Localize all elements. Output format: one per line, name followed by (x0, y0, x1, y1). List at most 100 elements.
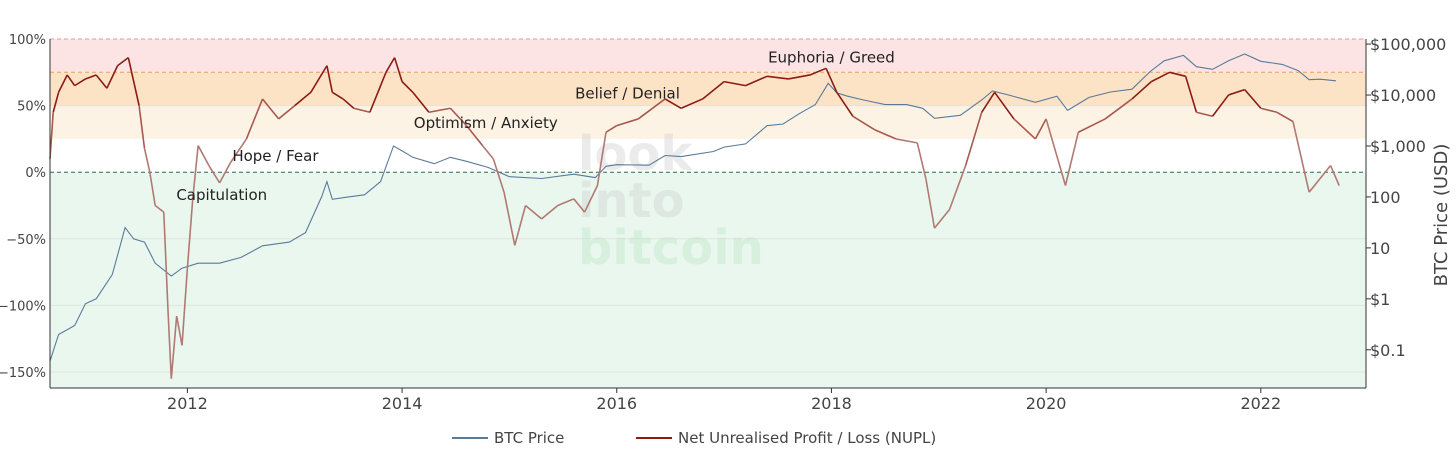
series-1-segment-75 (993, 91, 1015, 120)
series-1-segment-93 (1308, 178, 1321, 193)
series-1-segment-30 (310, 65, 328, 93)
series-1-segment-34 (353, 107, 371, 114)
series-1-segment-67 (874, 128, 897, 140)
series-1-segment-6 (85, 74, 97, 80)
series-1-segment-95 (1329, 165, 1340, 186)
series-1-segment-33 (342, 98, 355, 109)
series-1-segment-89 (1244, 89, 1262, 109)
series-1-segment-18 (175, 315, 183, 346)
series-lines (49, 53, 1340, 379)
series-1-segment-40 (428, 107, 451, 114)
zone-band-3 (50, 138, 1366, 173)
right-tick-0: $100,000 (1370, 35, 1446, 54)
series-1-segment-68 (895, 138, 918, 144)
legend[interactable]: BTC Price Net Unrealised Profit / Loss (N… (452, 429, 936, 447)
x-tick-3: 2018 (811, 394, 852, 413)
left-tick-2: 0% (25, 166, 46, 181)
series-1-segment-71 (933, 209, 951, 229)
series-1-segment-42 (465, 125, 484, 147)
series-1-segment-60 (745, 75, 768, 87)
series-1-segment-28 (278, 104, 296, 120)
series-0 (49, 53, 1336, 362)
series-1-segment-69 (916, 142, 927, 180)
series-1 (49, 57, 1340, 379)
series-1-segment-38 (401, 81, 414, 93)
series-1-segment-12 (143, 148, 151, 173)
series-1-segment-66 (852, 115, 875, 131)
series-1-segment-63 (809, 67, 827, 76)
series-1-segment-73 (964, 112, 983, 166)
series-1-segment-58 (702, 81, 725, 100)
series-1-segment-88 (1228, 88, 1245, 96)
zone-label-3: Hope / Fear (232, 147, 319, 165)
left-axis-ticks: 100% 50% 0% −50% −100% −150% (0, 33, 46, 381)
left-tick-4: −100% (0, 299, 46, 314)
series-1-segment-21 (191, 145, 199, 199)
series-1-segment-31 (326, 65, 334, 93)
series-1-segment-49 (557, 198, 575, 207)
series-1-segment-32 (331, 91, 344, 100)
series-1-segment-78 (1045, 118, 1067, 186)
series-1-segment-37 (393, 57, 403, 82)
series-1-segment-62 (788, 74, 811, 80)
series-1-segment-23 (208, 165, 221, 184)
series-1-segment-91 (1276, 111, 1294, 123)
series-1-segment-8 (106, 65, 119, 89)
right-tick-1: $10,000 (1370, 86, 1436, 105)
x-tick-1: 2014 (382, 394, 423, 413)
series-1-segment-74 (981, 91, 996, 113)
right-axis-ticks: $100,000 $10,000 $1,000 100 10 $1 $0.1 (1366, 35, 1446, 360)
series-1-segment-39 (412, 91, 430, 113)
zone-label-0: Euphoria / Greed (768, 49, 895, 67)
series-1-segment-76 (1013, 118, 1036, 140)
series-1-segment-3 (57, 74, 68, 93)
legend-item-1[interactable]: Net Unrealised Profit / Loss (NUPL) (636, 429, 936, 447)
zone-band-2 (50, 105, 1366, 139)
series-1-segment-29 (294, 91, 312, 107)
series-1-segment-59 (723, 80, 746, 87)
series-1-segment-22 (197, 145, 210, 166)
series-1-segment-46 (514, 205, 527, 246)
x-axis-ticks: 2012 2014 2016 2018 2020 2022 (167, 388, 1281, 413)
series-1-segment-52 (596, 132, 607, 186)
series-1-segment-19 (181, 268, 189, 346)
series-1-segment-26 (245, 98, 264, 140)
series-1-segment-54 (616, 118, 639, 127)
series-1-segment-27 (261, 98, 280, 120)
left-tick-3: −50% (6, 233, 46, 248)
series-1-segment-20 (186, 198, 194, 269)
x-tick-5: 2022 (1240, 394, 1281, 413)
series-1-segment-70 (925, 178, 936, 229)
series-1-segment-57 (680, 98, 703, 110)
zone-band-4 (50, 172, 1366, 388)
gridlines (50, 105, 1366, 373)
series-1-segment-90 (1260, 107, 1278, 114)
zone-label-2: Optimism / Anxiety (414, 114, 558, 132)
series-1-segment-11 (138, 105, 146, 149)
series-1-segment-79 (1064, 132, 1080, 186)
zone-labels: Euphoria / Greed Belief / Denial Optimism … (176, 49, 894, 204)
series-1-segment-84 (1169, 71, 1186, 78)
series-1-segment-56 (664, 98, 682, 109)
legend-item-0[interactable]: BTC Price (452, 429, 564, 447)
zone-label-4: Capitulation (176, 186, 267, 204)
series-1-segment-53 (605, 124, 618, 133)
x-tick-0: 2012 (167, 394, 208, 413)
right-tick-2: $1,000 (1370, 137, 1426, 156)
series-1-segment-24 (218, 162, 232, 184)
sentiment-zones (50, 39, 1366, 388)
legend-label-0: BTC Price (494, 429, 564, 447)
series-1-segment-43 (481, 145, 494, 160)
left-tick-5: −150% (0, 366, 46, 381)
series-1-segment-50 (573, 198, 586, 213)
series-1-segment-4 (66, 74, 76, 87)
series-1-segment-83 (1150, 71, 1170, 83)
series-1-segment-72 (948, 165, 967, 210)
series-1-segment-51 (583, 185, 599, 213)
watermark-word-1: into (578, 173, 685, 229)
series-1-segment-81 (1104, 98, 1133, 120)
legend-label-1: Net Unrealised Profit / Loss (NUPL) (678, 429, 936, 447)
x-tick-4: 2020 (1026, 394, 1067, 413)
series-1-segment-5 (74, 78, 86, 87)
